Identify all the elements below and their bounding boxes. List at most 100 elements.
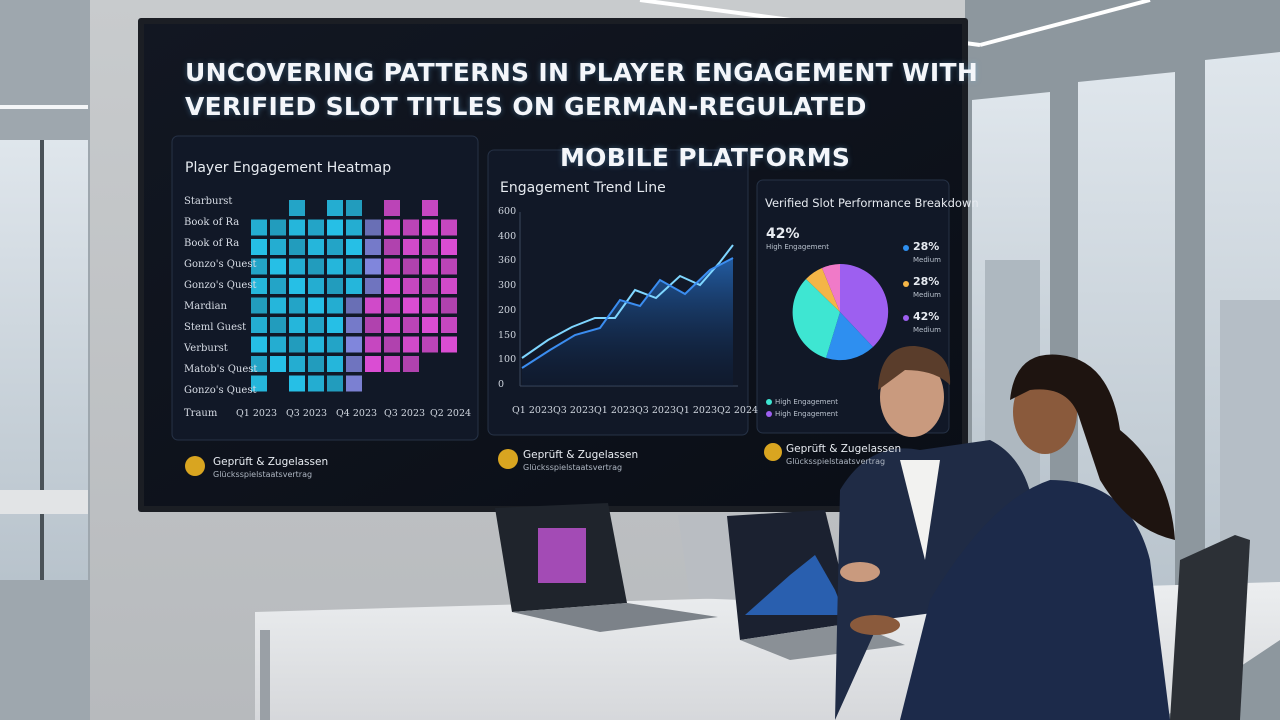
heat-cell — [365, 356, 381, 372]
heat-cell — [422, 297, 438, 314]
legend-dot — [903, 245, 909, 251]
heat-cell — [346, 200, 362, 216]
woman — [900, 480, 1170, 720]
heat-cell — [365, 317, 381, 333]
pie — [766, 245, 909, 417]
legend-value: 28% — [913, 240, 940, 253]
heat-cell — [289, 200, 305, 216]
laptop-heatmap — [538, 528, 586, 583]
legend-label: High Engagement — [775, 398, 838, 406]
y-label: 150 — [498, 329, 517, 341]
x-label: Q1 2023 — [676, 405, 718, 416]
trend-line — [521, 257, 734, 369]
badge-subtitle: Glücksspielstaatsvertrag — [786, 457, 886, 466]
heat-cell — [327, 297, 343, 314]
heat-cell — [441, 258, 457, 275]
heat-cell — [441, 219, 457, 236]
heat-cell — [384, 200, 400, 216]
row-label: Book of Ra — [184, 238, 240, 249]
heat-cell — [289, 375, 305, 392]
y-label: 300 — [498, 280, 517, 292]
heat-cell — [365, 297, 381, 314]
column-label: Q1 2023 — [236, 408, 278, 419]
row-label: Gonzo's Quest — [184, 385, 257, 396]
heat-cell — [270, 219, 286, 236]
ceiling-light — [979, 0, 1151, 47]
legend-value: 28% — [913, 275, 940, 288]
heat-cell — [346, 317, 362, 333]
heat-cell — [251, 317, 267, 333]
heat-cell — [403, 317, 419, 333]
heat-cell — [289, 297, 305, 314]
heat-cell — [289, 219, 305, 236]
row-label: Gonzo's Quest — [184, 280, 257, 291]
heat-cell — [403, 239, 419, 255]
y-label: 400 — [498, 230, 517, 242]
heat-cell — [384, 356, 400, 372]
heat-cell — [346, 219, 362, 236]
heat-cell — [327, 317, 343, 333]
heat-cell — [403, 278, 419, 294]
heat-cell — [308, 336, 324, 353]
row-label: Starburst — [184, 196, 233, 207]
heat-cell — [270, 297, 286, 314]
heat-cell — [441, 239, 457, 255]
heat-cell — [327, 336, 343, 353]
heat-cell — [308, 219, 324, 236]
heat-cell — [384, 219, 400, 236]
heat-cell — [441, 278, 457, 294]
heat-cell — [251, 258, 267, 275]
heat-cell — [270, 278, 286, 294]
badge-title: Geprüft & Zugelassen — [523, 449, 639, 461]
heat-cell — [327, 200, 343, 216]
side-table — [0, 490, 88, 514]
heat-cell — [422, 200, 438, 216]
legend-dot — [766, 411, 772, 417]
pie-slice — [826, 312, 873, 361]
heat-cell — [308, 278, 324, 294]
heat-cell — [441, 317, 457, 333]
woman-hair — [1010, 354, 1175, 540]
heat-cell — [308, 297, 324, 314]
heat-cell — [289, 239, 305, 255]
heat-cell — [327, 258, 343, 275]
heat-cell — [327, 239, 343, 255]
pie-slice — [822, 264, 840, 312]
heat-cell — [327, 356, 343, 372]
row-label: Verburst — [184, 343, 228, 354]
man-head — [880, 357, 944, 437]
heat-cell — [422, 239, 438, 255]
heat-cell — [251, 336, 267, 353]
heat-cell — [346, 336, 362, 353]
legend-label: High Engagement — [775, 410, 838, 418]
heat-cell — [422, 278, 438, 294]
heat-cell — [384, 258, 400, 275]
heat-cell — [289, 336, 305, 353]
legend-dot — [903, 281, 909, 287]
heat-cell — [346, 239, 362, 255]
row-label: Steml Guest — [184, 322, 247, 333]
heat-cell — [327, 219, 343, 236]
heat-cell — [270, 317, 286, 333]
heat-cell — [403, 297, 419, 314]
heat-cell — [251, 375, 267, 392]
heat-cell — [327, 375, 343, 392]
heat-cell — [289, 258, 305, 275]
legend-value: 42% — [913, 310, 940, 323]
chair — [1170, 535, 1250, 720]
badge-subtitle: Glücksspielstaatsvertrag — [523, 463, 623, 472]
heat-cell — [384, 297, 400, 314]
heat-cell — [365, 258, 381, 275]
hand — [850, 615, 900, 635]
screen-title: UNCOVERING PATTERNS IN PLAYER ENGAGEMENT… — [185, 58, 979, 87]
heat-cell — [270, 258, 286, 275]
seal — [185, 456, 205, 476]
legend-dot — [766, 399, 772, 405]
column-label: Q4 2023 — [336, 408, 378, 419]
heat-cell — [251, 297, 267, 314]
heat-cell — [403, 356, 419, 372]
pie-slice — [806, 268, 840, 312]
callout-value: 42% — [766, 226, 800, 242]
legend-dot — [903, 315, 909, 321]
